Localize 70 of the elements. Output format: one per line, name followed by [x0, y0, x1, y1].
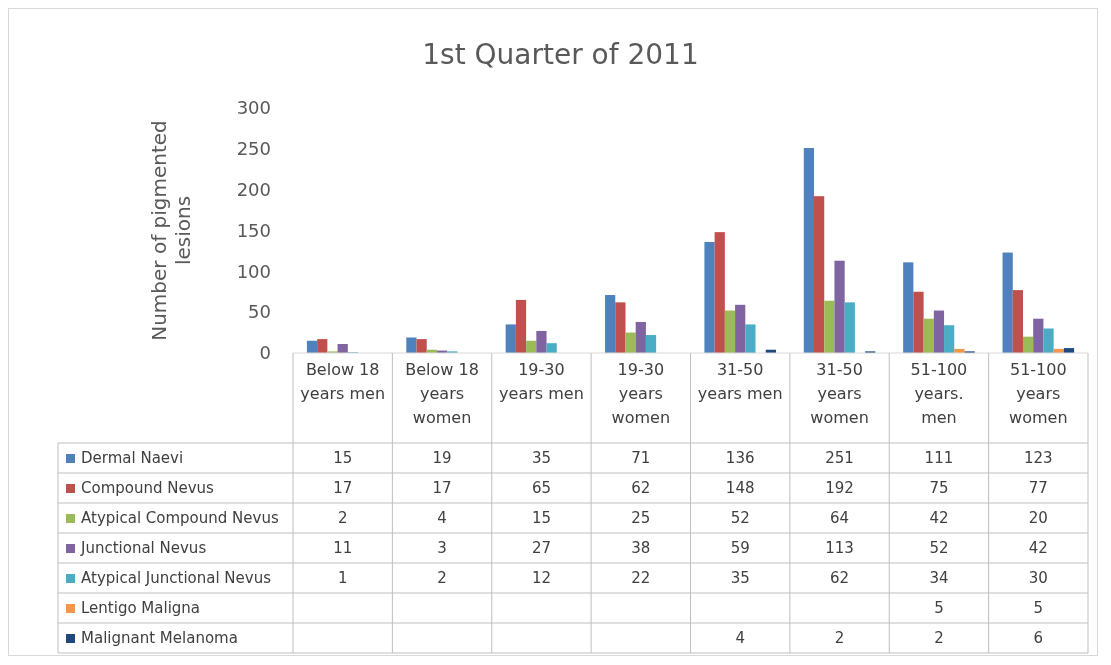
data-label: 4 [437, 509, 447, 528]
legend-label: Atypical Junctional Nevus [81, 569, 272, 588]
data-label: 192 [825, 479, 854, 498]
data-label: 71 [631, 449, 651, 468]
legend-label: Lentigo Maligna [81, 599, 201, 618]
x-tick-label: 31-50 years men [697, 360, 783, 403]
data-label: 6 [1033, 629, 1044, 648]
data-label: 77 [1028, 479, 1048, 498]
x-tick-label: 31-50 years women [810, 360, 869, 427]
x-tick-label: Below 18 years women [405, 360, 479, 427]
legend-label: Dermal Naevi [81, 449, 184, 468]
data-label: 111 [924, 449, 954, 468]
legend-label: Compound Nevus [81, 479, 215, 498]
data-label: 4 [735, 629, 745, 648]
data-label: 35 [730, 569, 750, 588]
legend-label: Junctional Nevus [80, 539, 207, 558]
data-label: 148 [725, 479, 755, 498]
data-label: 62 [830, 569, 850, 588]
data-label: 38 [631, 539, 651, 558]
data-label: 123 [1023, 449, 1053, 468]
data-label: 75 [929, 479, 949, 498]
data-label: 2 [337, 509, 348, 528]
y-tick-label: 0 [259, 342, 271, 364]
y-axis-title: Number of pigmented lesions [147, 120, 195, 341]
data-label: 251 [825, 449, 854, 468]
data-label: 12 [531, 569, 551, 588]
data-label: 22 [631, 569, 651, 588]
data-label: 15 [531, 509, 551, 528]
data-label: 52 [929, 539, 949, 558]
data-label: 64 [830, 509, 850, 528]
y-tick-label: 100 [236, 260, 271, 282]
data-label: 59 [730, 539, 750, 558]
data-label: 5 [1033, 599, 1044, 618]
x-tick-label: 19-30 years men [499, 360, 584, 403]
data-label: 17 [333, 479, 353, 498]
y-tick-label: 50 [248, 301, 271, 323]
data-label: 113 [825, 539, 854, 558]
legend-label: Atypical Compound Nevus [81, 509, 279, 528]
y-tick-label: 250 [236, 138, 271, 160]
data-label: 62 [631, 479, 651, 498]
data-label: 52 [730, 509, 750, 528]
y-tick-label: 150 [236, 219, 271, 241]
data-label: 11 [333, 539, 353, 558]
x-tick-label: 51-100 years. men [910, 360, 968, 427]
data-label: 27 [531, 539, 551, 558]
x-tick-label: 51-100 years women [1009, 360, 1068, 427]
data-label: 65 [531, 479, 551, 498]
data-label: 20 [1028, 509, 1048, 528]
y-tick-label: 300 [236, 97, 271, 119]
data-label: 136 [725, 449, 755, 468]
data-label: 2 [834, 629, 845, 648]
data-label: 34 [929, 569, 949, 588]
y-tick-label: 200 [236, 178, 271, 200]
data-label: 2 [934, 629, 944, 648]
data-label: 35 [531, 449, 551, 468]
data-label: 19 [432, 449, 452, 468]
data-label: 3 [437, 539, 447, 558]
data-label: 42 [1028, 539, 1048, 558]
data-label: 15 [333, 449, 353, 468]
x-tick-label: 19-30 years women [611, 360, 671, 427]
chart-title: 1st Quarter of 2011 [422, 38, 699, 71]
data-label: 17 [432, 479, 452, 498]
x-tick-label: Below 18 years men [300, 360, 386, 403]
data-label: 42 [929, 509, 949, 528]
legend-label: Malignant Melanoma [81, 629, 238, 648]
data-label: 30 [1028, 569, 1048, 588]
data-label: 5 [934, 599, 944, 618]
data-label: 2 [437, 569, 447, 588]
data-label: 1 [337, 569, 348, 588]
data-label: 25 [631, 509, 651, 528]
